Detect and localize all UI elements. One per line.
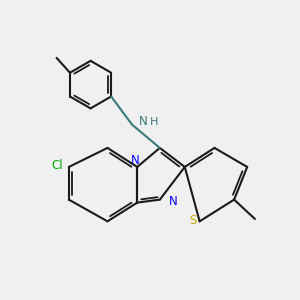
Text: N: N: [131, 154, 140, 167]
Text: N: N: [169, 195, 178, 208]
Text: H: H: [150, 117, 158, 127]
Text: S: S: [189, 214, 197, 227]
Text: N: N: [139, 115, 148, 128]
Text: Cl: Cl: [51, 159, 63, 172]
